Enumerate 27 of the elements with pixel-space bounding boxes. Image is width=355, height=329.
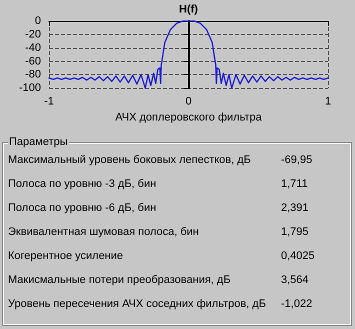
text: -1,022	[281, 298, 312, 310]
x-axis-title: АЧХ доплеровского фильтра	[115, 112, 263, 124]
text: 1,795	[281, 226, 309, 238]
y-tick-label: -100	[18, 82, 41, 94]
text: Уровень пересечения АЧХ соседних фильтров, дБ	[8, 298, 266, 310]
text: Максимальный уровень боковых лепестков, дБ	[8, 154, 251, 166]
text: Макисмальные потери преобразования, дБ	[8, 274, 231, 286]
y-tick-label: -80	[25, 68, 41, 81]
x-tick-label: 1	[324, 96, 332, 108]
y-tick-label: -60	[25, 55, 41, 68]
y-axis-title: H(f)	[179, 4, 198, 16]
text: -69,95	[281, 154, 312, 166]
text: Полоса по уровню -6 дБ, бин	[8, 202, 156, 214]
text: 3,564	[281, 274, 309, 286]
y-tick-label: -40	[25, 42, 41, 54]
text: 1,711	[281, 178, 308, 190]
text: Эквивалентная шумовая полоса, бин	[8, 226, 199, 238]
y-tick-label: 0	[34, 15, 41, 27]
text: 0,4025	[281, 250, 315, 262]
y-tick-label: -20	[25, 28, 41, 40]
text: Полоса по уровню -3 дБ, бин	[8, 178, 156, 190]
text: 2,391	[281, 202, 309, 214]
line-series	[48, 20, 329, 89]
x-tick-label: 0	[185, 96, 192, 108]
text: Когерентное усиление	[8, 250, 124, 262]
x-tick-label: -1	[44, 96, 54, 108]
text: Параметры	[8, 136, 69, 148]
